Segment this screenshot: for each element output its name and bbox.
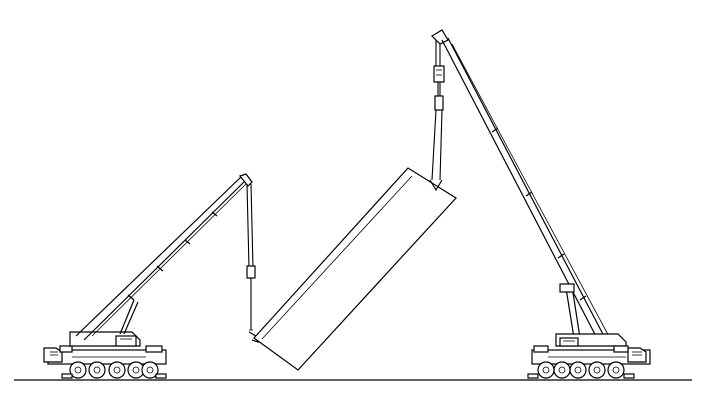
left-boom-head — [238, 173, 253, 187]
right-crane-carrier — [531, 345, 651, 365]
left-crane-boom — [75, 173, 253, 341]
suspended-load — [253, 167, 457, 371]
left-crane — [43, 173, 259, 379]
left-crane-carrier — [43, 345, 167, 365]
left-wheel-2 — [88, 361, 106, 379]
left-hoist-rope — [246, 183, 250, 269]
right-wheel-3 — [569, 361, 587, 379]
right-crane-superstructure — [555, 283, 627, 347]
left-wheel-3 — [108, 361, 126, 379]
left-crane-superstructure — [69, 299, 141, 347]
right-wheel-1 — [537, 361, 555, 379]
right-wheel-2 — [553, 361, 571, 379]
right-hoist — [429, 40, 445, 192]
right-hook-block — [433, 65, 445, 83]
left-operator-cab — [115, 335, 137, 347]
left-wheel-5 — [141, 361, 159, 379]
right-crane-boom — [431, 29, 613, 345]
right-operator-cab — [559, 337, 579, 347]
right-crane-wheels — [527, 361, 635, 379]
left-luffing-cylinder — [119, 299, 135, 335]
right-crane — [429, 29, 651, 379]
right-luffing-cylinder — [565, 287, 575, 339]
load-body — [253, 167, 457, 371]
right-hook — [429, 179, 443, 192]
left-hoist — [246, 183, 259, 343]
left-hook-block — [246, 265, 256, 279]
left-wheel-1 — [69, 361, 87, 379]
right-wheel-4 — [588, 361, 606, 379]
right-boom-head — [431, 29, 449, 45]
left-crane-wheels — [61, 361, 167, 379]
right-wheel-5 — [607, 361, 625, 379]
